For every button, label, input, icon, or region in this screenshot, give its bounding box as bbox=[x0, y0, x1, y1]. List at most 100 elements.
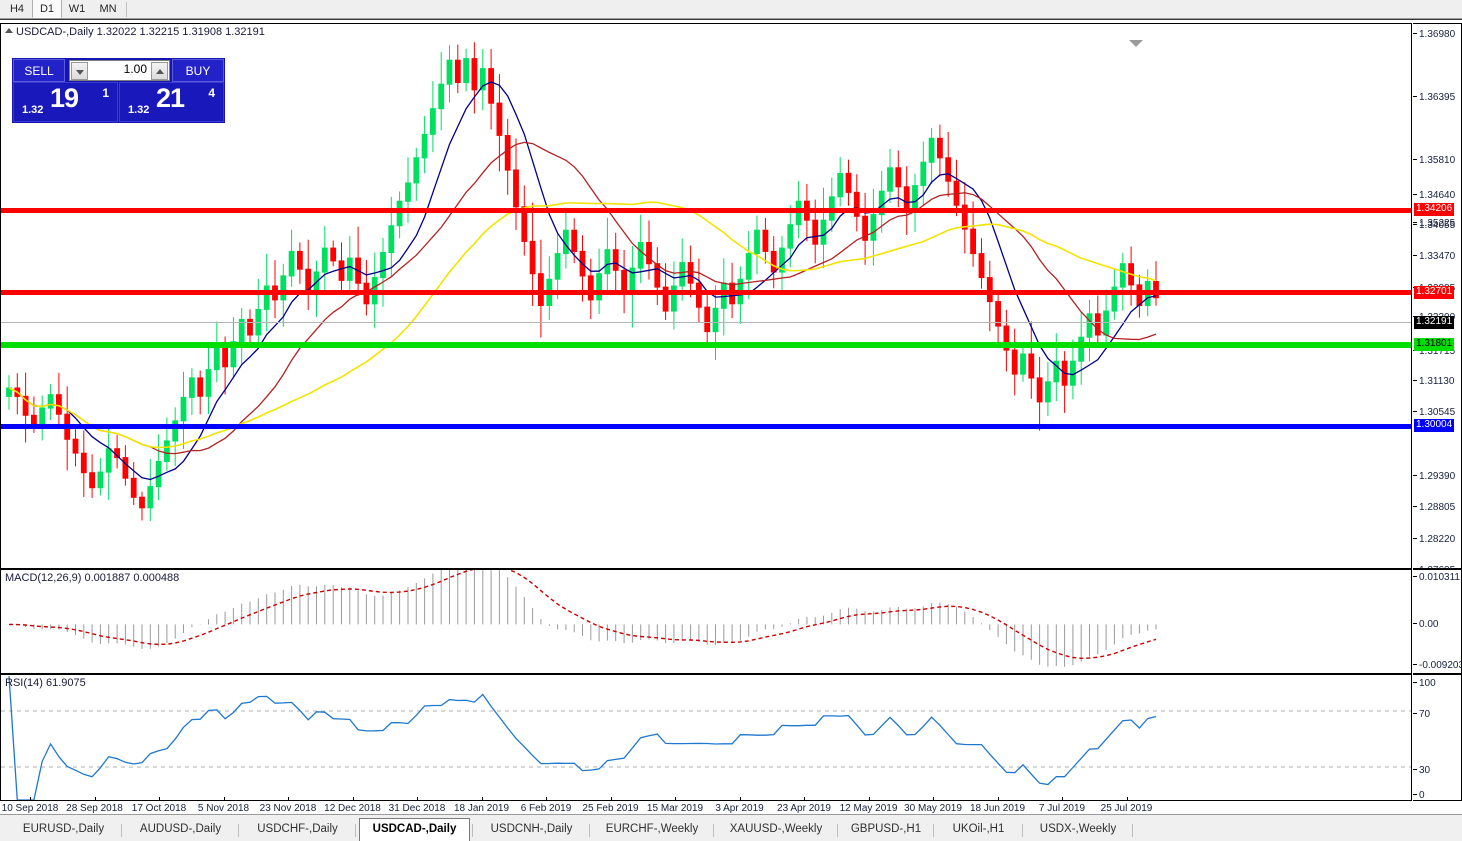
volume-decrease-button[interactable] bbox=[71, 62, 88, 80]
chart-tab-usdx-weekly[interactable]: USDX-,Weekly bbox=[1039, 823, 1117, 835]
timeframe-d1[interactable]: D1 bbox=[32, 0, 62, 18]
sell-price-display[interactable]: 1.32 19 1 bbox=[13, 82, 118, 122]
price-tag-support-green: 1.31801 bbox=[1414, 338, 1455, 351]
date-tick bbox=[481, 797, 483, 801]
macd-scale[interactable]: 0.010311 0.00 -0.009203 bbox=[1413, 569, 1462, 674]
price-tick: 1.28220 bbox=[1413, 534, 1455, 545]
one-click-controls-row: SELL 1.00 BUY bbox=[13, 59, 224, 82]
date-tick bbox=[417, 797, 418, 801]
chart-tab-audusd-daily[interactable]: AUDUSD-,Daily bbox=[139, 823, 222, 835]
timeframe-d1-label: D1 bbox=[39, 3, 55, 15]
date-tick bbox=[30, 797, 31, 801]
buy-price-prefix: 1.32 bbox=[128, 104, 150, 116]
date-label: 15 Mar 2019 bbox=[646, 803, 704, 814]
buy-button[interactable]: BUY bbox=[172, 59, 224, 82]
rsi-tick: 30 bbox=[1413, 765, 1430, 776]
chart-tab-usdcad-daily[interactable]: USDCAD-,Daily bbox=[359, 818, 470, 841]
chart-tab-usdchf-daily[interactable]: USDCHF-,Daily bbox=[257, 823, 338, 835]
volume-stepper[interactable]: 1.00 bbox=[69, 60, 170, 81]
level-line-support-blue[interactable] bbox=[1, 424, 1411, 429]
timeframe-mn-label: MN bbox=[99, 3, 117, 15]
date-tick bbox=[1126, 797, 1128, 801]
date-tick bbox=[933, 797, 934, 801]
date-tick bbox=[610, 797, 612, 801]
price-tick: 1.29390 bbox=[1413, 471, 1455, 482]
macd-tick: -0.009203 bbox=[1413, 660, 1462, 671]
date-tick bbox=[159, 797, 160, 801]
date-tick bbox=[288, 797, 289, 801]
date-tick bbox=[546, 797, 547, 801]
date-tick bbox=[997, 797, 999, 801]
macd-svg bbox=[8, 570, 1157, 667]
date-label: 25 Feb 2019 bbox=[582, 803, 639, 814]
price-tick: 1.36980 bbox=[1413, 29, 1455, 40]
one-click-trading-panel[interactable]: SELL 1.00 BUY 1.32 19 1 1.32 21 4 bbox=[12, 58, 225, 123]
date-label: 12 Dec 2018 bbox=[324, 803, 381, 814]
tab-separator bbox=[837, 824, 838, 837]
candlestick-series bbox=[6, 42, 1159, 521]
chart-collapse-icon[interactable] bbox=[5, 28, 13, 33]
price-tag-support-blue: 1.30004 bbox=[1414, 419, 1455, 432]
volume-increase-button[interactable] bbox=[151, 62, 168, 80]
price-tick: 1.35225 bbox=[1413, 218, 1455, 229]
rsi-pane[interactable]: RSI(14) 61.9075 bbox=[0, 674, 1412, 801]
chart-frame: USDCAD-,Daily 1.32022 1.32215 1.31908 1.… bbox=[0, 19, 1462, 814]
tab-separator bbox=[238, 824, 239, 837]
sell-button[interactable]: SELL bbox=[13, 59, 65, 82]
chart-tab-eurchf-weekly[interactable]: EURCHF-,Weekly bbox=[605, 823, 699, 835]
moving-average-red bbox=[8, 141, 1157, 455]
price-tick: 1.31130 bbox=[1413, 376, 1454, 387]
rsi-tick: 70 bbox=[1413, 709, 1430, 720]
date-tick bbox=[739, 797, 741, 801]
price-tick: 1.34055 bbox=[1413, 220, 1455, 231]
date-tick bbox=[94, 797, 96, 801]
date-tick bbox=[868, 797, 870, 801]
macd-pane[interactable]: MACD(12,26,9) 0.001887 0.000488 bbox=[0, 569, 1412, 674]
timeframe-h4-label: H4 bbox=[9, 3, 25, 15]
buy-price-display[interactable]: 1.32 21 4 bbox=[119, 82, 224, 122]
timeframe-h4[interactable]: H4 bbox=[2, 0, 32, 18]
price-candles-svg bbox=[6, 42, 1159, 521]
price-tick: 1.33470 bbox=[1413, 251, 1455, 262]
date-label: 12 May 2019 bbox=[839, 803, 898, 814]
level-line-resistance-2[interactable] bbox=[1, 290, 1411, 295]
date-label: 23 Apr 2019 bbox=[777, 803, 831, 814]
timeframe-separator bbox=[126, 2, 127, 17]
rsi-label: RSI(14) 61.9075 bbox=[5, 677, 86, 689]
date-label: 30 May 2019 bbox=[904, 803, 962, 814]
level-line-support-green[interactable] bbox=[1, 342, 1411, 348]
chart-tab-usdcnh-daily[interactable]: USDCNH-,Daily bbox=[490, 823, 573, 835]
timeframe-w1[interactable]: W1 bbox=[62, 0, 92, 18]
price-tick: 1.30545 bbox=[1413, 407, 1455, 418]
date-tick bbox=[223, 797, 225, 801]
macd-tick: 0.00 bbox=[1413, 619, 1438, 630]
chart-tab-gbpusd-h1[interactable]: GBPUSD-,H1 bbox=[850, 823, 922, 835]
chart-symbol-header: USDCAD-,Daily 1.32022 1.32215 1.31908 1.… bbox=[5, 26, 265, 38]
tab-separator bbox=[355, 824, 356, 837]
price-scale[interactable]: 1.36980 1.36395 1.35810 1.35225 1.34640 … bbox=[1413, 23, 1462, 576]
date-axis: 10 Sep 2018 28 Sep 2018 17 Oct 2018 5 Nov 2… bbox=[0, 797, 1412, 819]
chart-tab-xauusd-weekly[interactable]: XAUUSD-,Weekly bbox=[729, 823, 823, 835]
date-label: 25 Jul 2019 bbox=[1100, 803, 1153, 814]
scroll-position-marker-icon bbox=[1129, 40, 1143, 47]
timeframe-mn[interactable]: MN bbox=[92, 0, 124, 18]
macd-label: MACD(12,26,9) 0.001887 0.000488 bbox=[5, 572, 180, 584]
date-label: 10 Sep 2018 bbox=[1, 803, 59, 814]
sell-price-prefix: 1.32 bbox=[22, 104, 44, 116]
rsi-line bbox=[8, 676, 1157, 800]
price-tag-current: 1.32191 bbox=[1414, 316, 1455, 329]
rsi-tick: 100 bbox=[1413, 678, 1436, 689]
chart-tab-ukoil-h1[interactable]: UKOil-,H1 bbox=[952, 823, 1005, 835]
rsi-scale[interactable]: 100 70 30 0 bbox=[1413, 674, 1462, 801]
timeframe-w1-label: W1 bbox=[68, 3, 86, 15]
sell-price-main: 19 bbox=[50, 83, 79, 113]
date-tick bbox=[804, 797, 805, 801]
chart-tab-eurusd-daily[interactable]: EURUSD-,Daily bbox=[22, 823, 105, 835]
chevron-down-icon bbox=[76, 70, 84, 75]
volume-value[interactable]: 1.00 bbox=[123, 62, 147, 76]
price-chart-pane[interactable]: USDCAD-,Daily 1.32022 1.32215 1.31908 1.… bbox=[0, 23, 1412, 569]
tab-separator bbox=[472, 824, 473, 837]
price-tag-resistance-2: 1.32701 bbox=[1414, 286, 1455, 299]
level-line-resistance-1[interactable] bbox=[1, 208, 1411, 213]
